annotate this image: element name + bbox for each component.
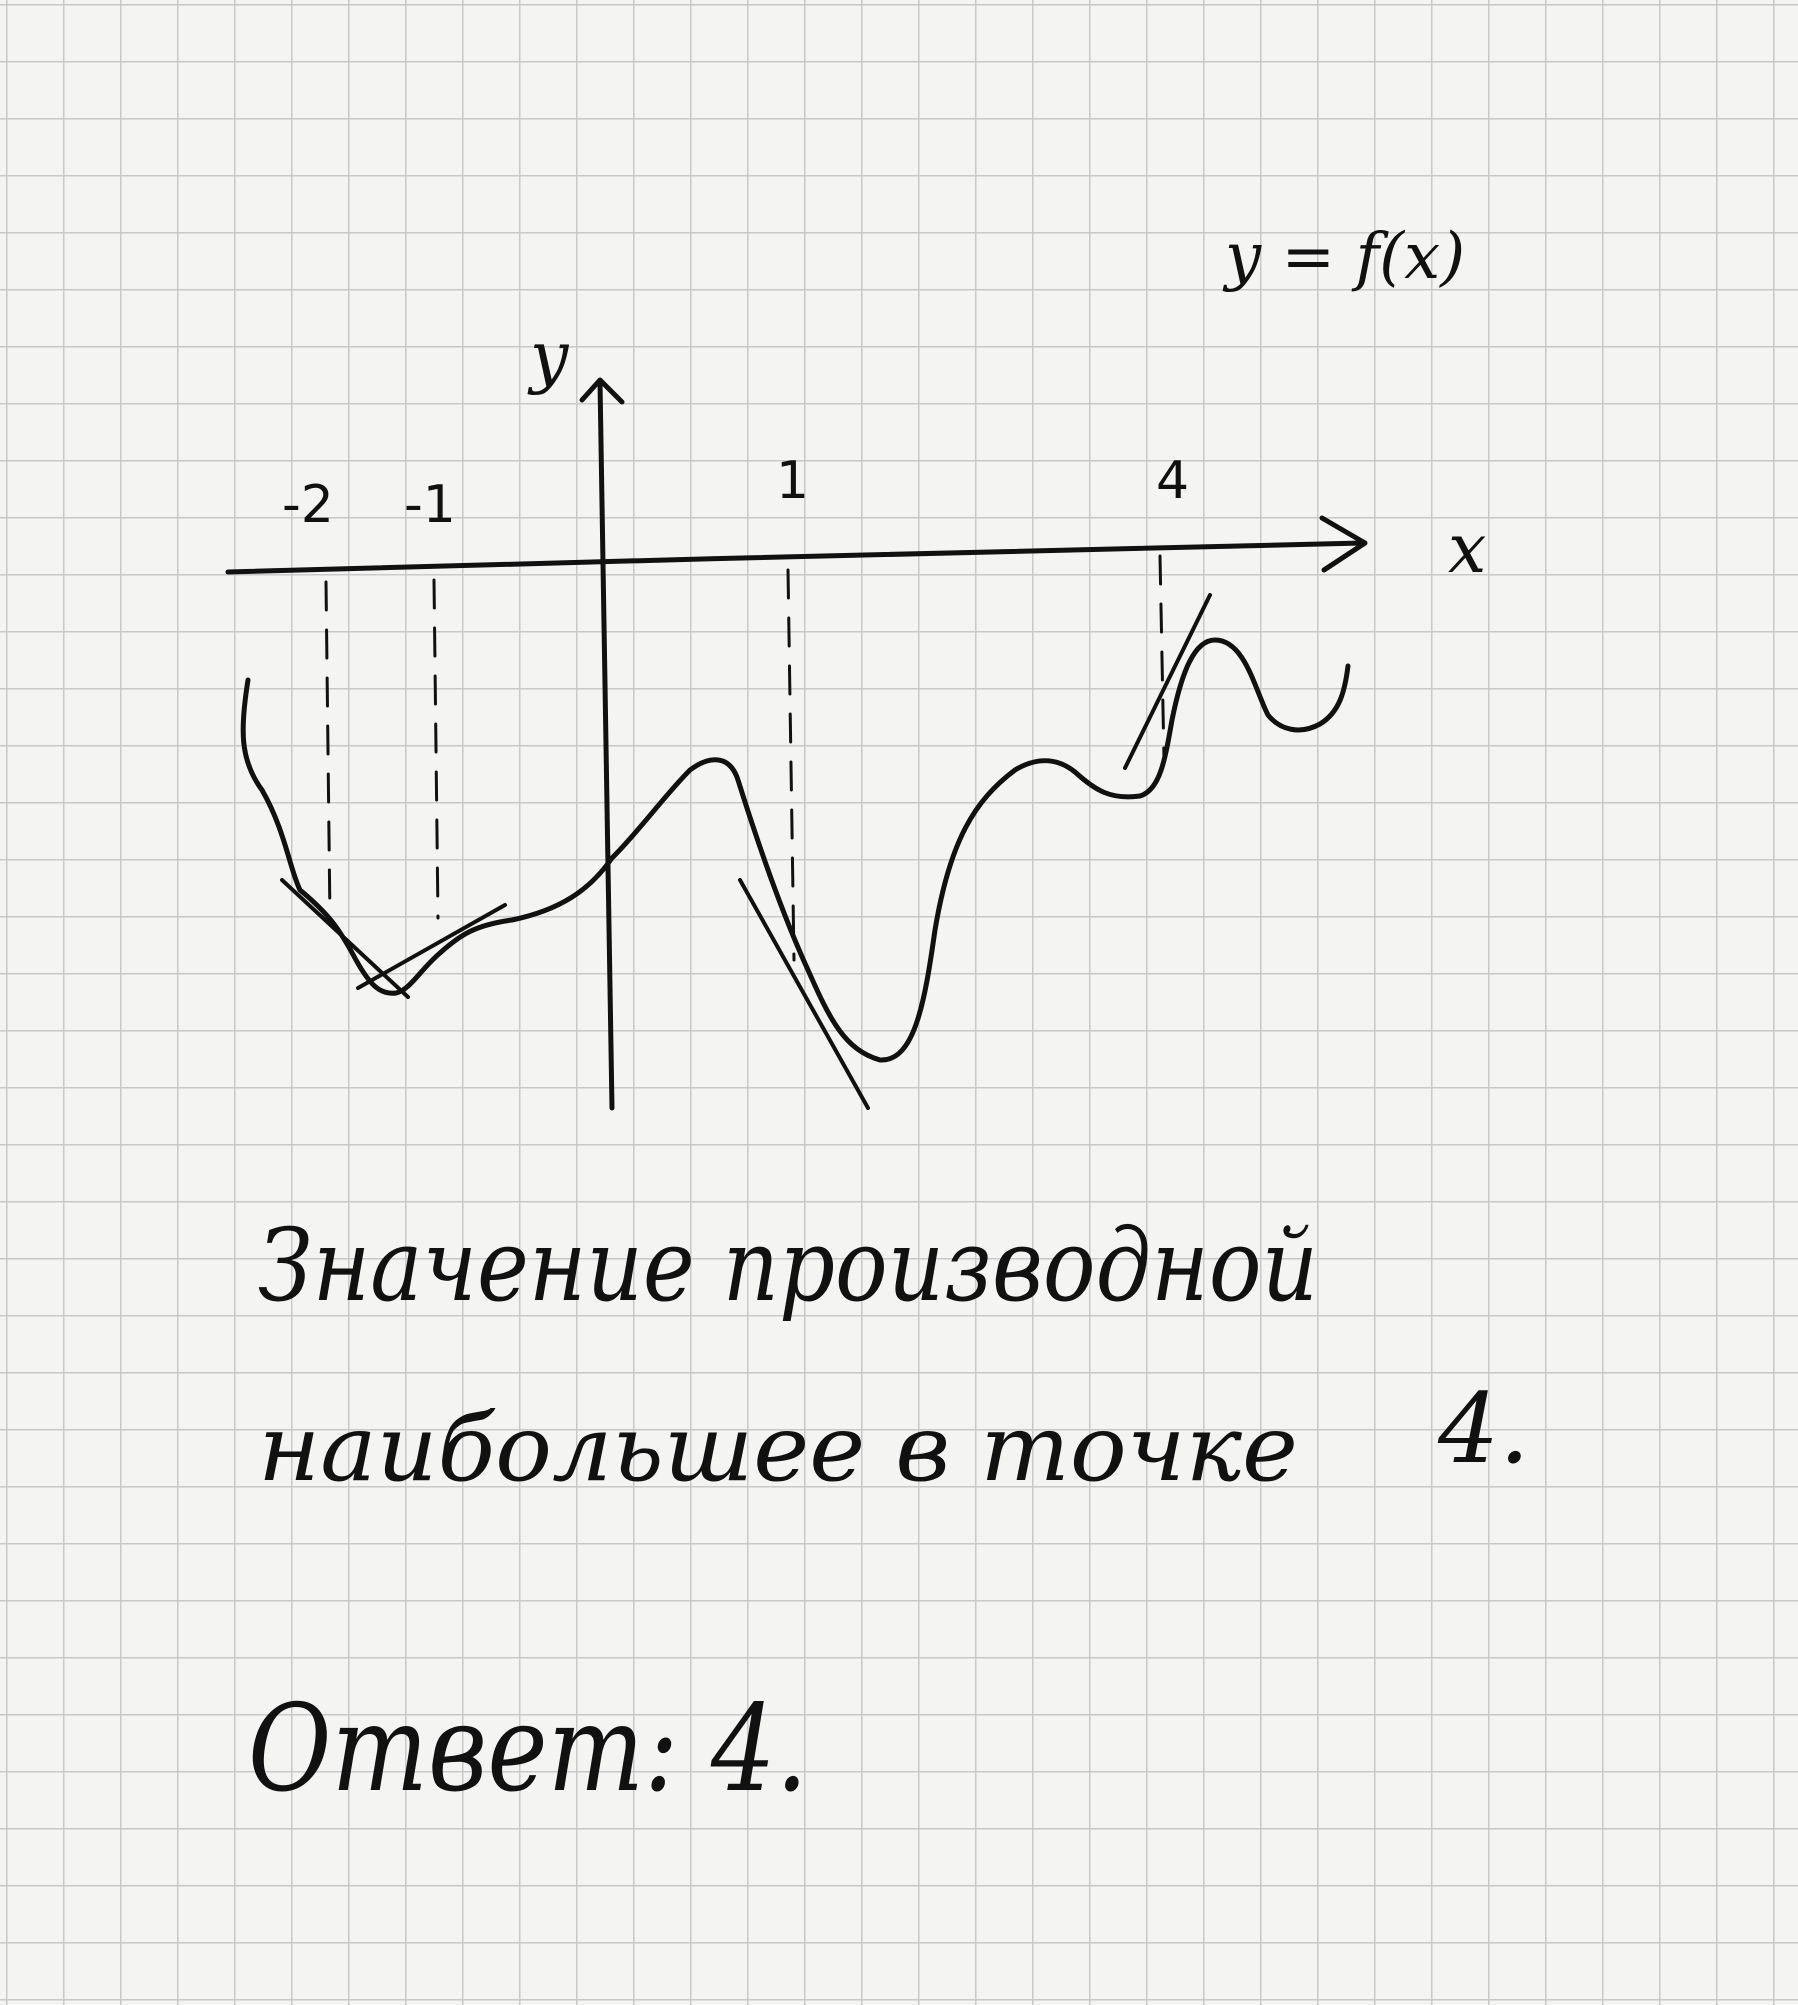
- tangent-line-minus-1: [356, 903, 507, 990]
- tangent-line-minus-2: [280, 878, 410, 999]
- y-axis-label: y: [527, 318, 570, 397]
- x-axis-label: x: [1448, 510, 1486, 589]
- conclusion-line-1: Значение производной: [258, 1207, 1318, 1324]
- x-tick-label-4: 4: [1156, 451, 1189, 511]
- guide-line-minus-2: [324, 580, 332, 922]
- x-axis: [225, 515, 1368, 575]
- x-tick-label-minus-2: -2: [282, 475, 334, 535]
- x-tick-label-1: 1: [776, 451, 809, 511]
- y-axis: [579, 377, 625, 1111]
- function-label: y = f(x): [1222, 220, 1465, 294]
- guide-line-4: [1158, 554, 1166, 762]
- conclusion-line-2: наибольшее в точке: [258, 1395, 1298, 1502]
- tangent-line-1: [738, 878, 870, 1110]
- answer-text: Ответ: 4.: [248, 1680, 808, 1819]
- guide-line-1: [786, 568, 796, 962]
- y-axis-arrowhead: [579, 377, 625, 405]
- x-tick-label-minus-1: -1: [404, 475, 456, 535]
- x-axis-arrowhead: [1319, 515, 1368, 573]
- tangent-line-4: [1123, 593, 1212, 770]
- conclusion-value: 4.: [1437, 1373, 1530, 1485]
- guide-line-minus-1: [432, 578, 440, 920]
